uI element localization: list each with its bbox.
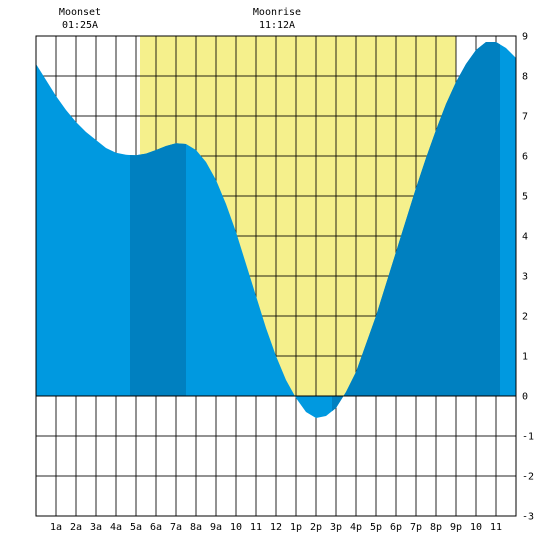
x-tick-label: 4a	[110, 522, 122, 533]
x-tick-label: 11	[490, 522, 502, 533]
y-tick-label: -2	[522, 472, 534, 483]
moonset-label: Moonset	[59, 7, 101, 18]
y-tick-label: -1	[522, 432, 534, 443]
y-tick-label: -3	[522, 512, 534, 523]
x-tick-label: 9a	[210, 522, 222, 533]
y-tick-label: 4	[522, 232, 528, 243]
x-tick-label: 2a	[70, 522, 82, 533]
x-tick-label: 7a	[170, 522, 182, 533]
y-tick-label: 5	[522, 192, 528, 203]
x-tick-label: 10	[470, 522, 482, 533]
moonrise-label: Moonrise	[253, 7, 301, 18]
y-tick-label: 2	[522, 312, 528, 323]
x-tick-label: 12	[270, 522, 282, 533]
x-tick-label: 1a	[50, 522, 62, 533]
x-tick-label: 6a	[150, 522, 162, 533]
x-tick-label: 5a	[130, 522, 142, 533]
x-tick-label: 3a	[90, 522, 102, 533]
x-tick-label: 10	[230, 522, 242, 533]
x-tick-label: 1p	[290, 522, 302, 533]
x-tick-label: 11	[250, 522, 262, 533]
x-tick-label: 8p	[430, 522, 442, 533]
y-tick-label: 7	[522, 112, 528, 123]
plot-frame	[35, 35, 517, 517]
x-tick-label: 2p	[310, 522, 322, 533]
y-tick-label: 0	[522, 392, 528, 403]
x-tick-label: 9p	[450, 522, 462, 533]
y-tick-label: 8	[522, 72, 528, 83]
y-tick-label: 6	[522, 152, 528, 163]
x-tick-label: 3p	[330, 522, 342, 533]
y-tick-label: 1	[522, 352, 528, 363]
y-tick-label: 9	[522, 32, 528, 43]
y-tick-label: 3	[522, 272, 528, 283]
x-tick-label: 8a	[190, 522, 202, 533]
x-tick-label: 4p	[350, 522, 362, 533]
x-tick-label: 5p	[370, 522, 382, 533]
moonrise-time: 11:12A	[259, 20, 295, 31]
moonset-time: 01:25A	[62, 20, 98, 31]
x-tick-label: 6p	[390, 522, 402, 533]
x-tick-label: 7p	[410, 522, 422, 533]
